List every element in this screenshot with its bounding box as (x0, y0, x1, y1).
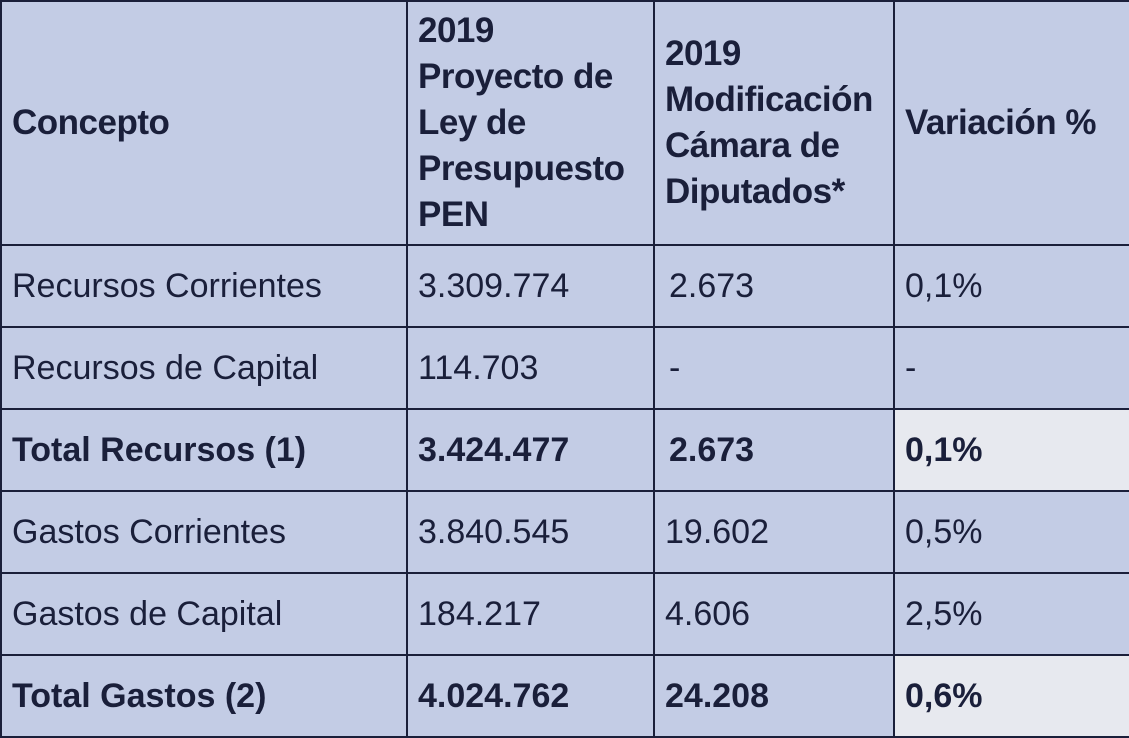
cell-variacion: 0,1% (893, 244, 1129, 328)
cell-concepto: Total Recursos (1) (0, 408, 408, 492)
cell-variacion: - (893, 326, 1129, 410)
cell-variacion: 0,6% (893, 654, 1129, 738)
cell-variacion: 2,5% (893, 572, 1129, 656)
header-modificacion: 2019 Modificación Cámara de Diputados* (653, 0, 895, 246)
cell-proyecto: 3.840.545 (406, 490, 655, 574)
table-row-total: Total Recursos (1) 3.424.477 2.673 0,1% (0, 408, 1129, 492)
cell-concepto: Recursos Corrientes (0, 244, 408, 328)
table-row: Gastos de Capital 184.217 4.606 2,5% (0, 572, 1129, 656)
cell-modificacion: 19.602 (653, 490, 895, 574)
table-row: Recursos de Capital 114.703 - - (0, 326, 1129, 410)
cell-concepto: Recursos de Capital (0, 326, 408, 410)
cell-modificacion: 2.673 (653, 244, 895, 328)
header-concepto: Concepto (0, 0, 408, 246)
table-row: Gastos Corrientes 3.840.545 19.602 0,5% (0, 490, 1129, 574)
cell-modificacion: 2.673 (653, 408, 895, 492)
table-row: Recursos Corrientes 3.309.774 2.673 0,1% (0, 244, 1129, 328)
cell-modificacion: - (653, 326, 895, 410)
header-proyecto: 2019 Proyecto de Ley de Presupuesto PEN (406, 0, 655, 246)
cell-proyecto: 3.424.477 (406, 408, 655, 492)
cell-proyecto: 4.024.762 (406, 654, 655, 738)
header-variacion: Variación % (893, 0, 1129, 246)
cell-modificacion: 24.208 (653, 654, 895, 738)
table-row-total: Total Gastos (2) 4.024.762 24.208 0,6% (0, 654, 1129, 738)
cell-concepto: Gastos de Capital (0, 572, 408, 656)
cell-variacion: 0,5% (893, 490, 1129, 574)
cell-proyecto: 3.309.774 (406, 244, 655, 328)
cell-proyecto: 114.703 (406, 326, 655, 410)
cell-concepto: Gastos Corrientes (0, 490, 408, 574)
cell-concepto: Total Gastos (2) (0, 654, 408, 738)
header-row: Concepto 2019 Proyecto de Ley de Presupu… (0, 0, 1129, 246)
cell-variacion: 0,1% (893, 408, 1129, 492)
cell-proyecto: 184.217 (406, 572, 655, 656)
cell-modificacion: 4.606 (653, 572, 895, 656)
